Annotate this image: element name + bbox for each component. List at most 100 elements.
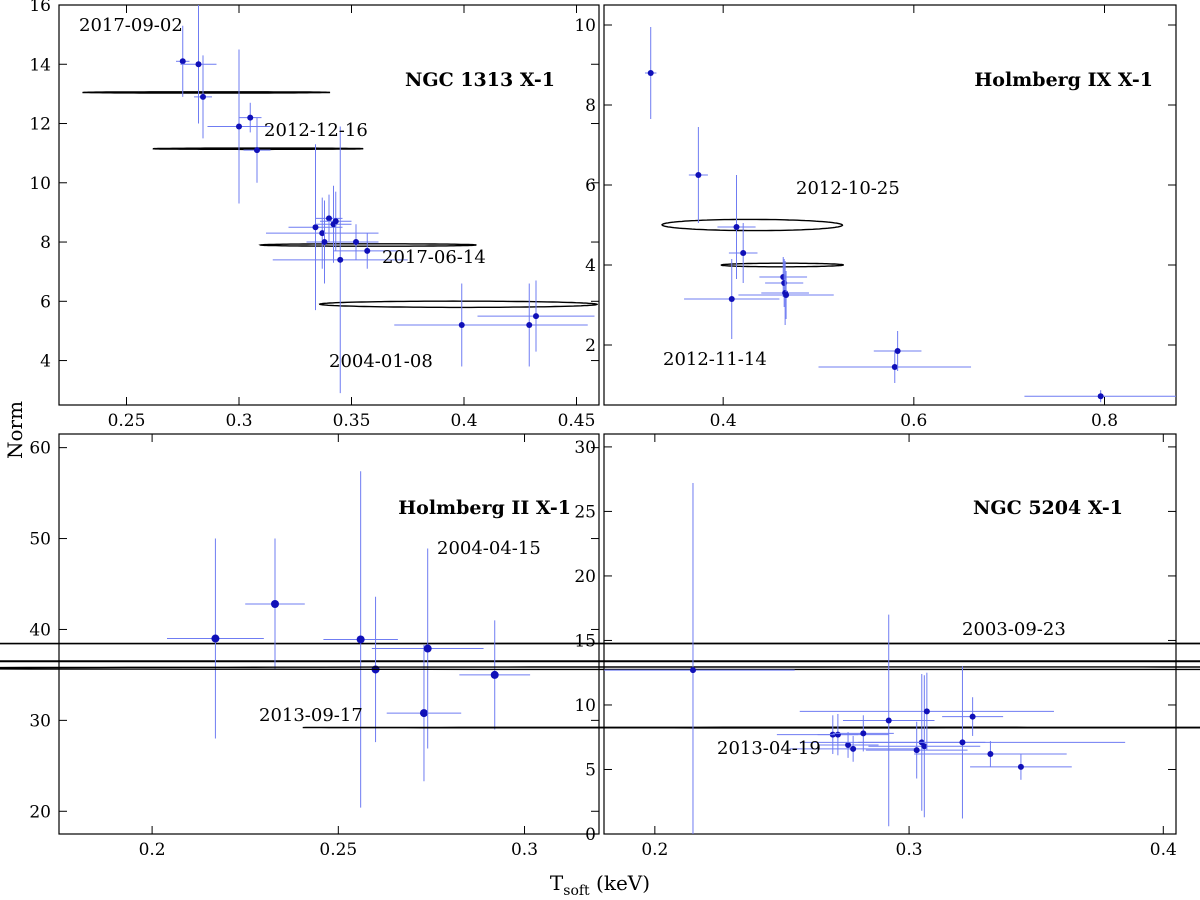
y-tick-label: 30 xyxy=(29,711,51,731)
panel-ngc5204: 0.2 0.3 0.4 0 5 10 15 20 25 30 NGC 5204 X-1 2003-… xyxy=(0,433,1200,860)
y-tick-label: 2 xyxy=(585,336,596,356)
annotation-date: 2012-12-16 xyxy=(264,120,368,141)
confidence-contour xyxy=(0,666,1200,671)
data-point xyxy=(247,114,254,121)
data-point xyxy=(913,747,920,754)
x-tick-label: 0.8 xyxy=(1091,411,1118,431)
data-point xyxy=(200,93,206,100)
x-tick-label: 0.25 xyxy=(108,411,146,431)
y-tick-label: 14 xyxy=(29,55,51,75)
y-tick-label: 5 xyxy=(585,760,596,780)
data-point xyxy=(319,230,326,237)
data-point xyxy=(959,739,966,746)
data-point xyxy=(337,256,344,263)
data-point xyxy=(490,670,499,679)
annotation-date: 2017-09-02 xyxy=(79,15,183,36)
data-point xyxy=(211,634,220,643)
x-tick-label: 0.4 xyxy=(710,411,737,431)
panel-ngc1313: 0.25 0.3 0.35 0.4 0.45 4 6 8 10 12 14 16 NGC 1313 X… xyxy=(29,0,600,431)
ticks-layer: 0.25 0.3 0.35 0.4 0.45 4 6 8 10 12 14 16 xyxy=(29,0,599,431)
contours-layer xyxy=(0,666,1200,729)
panel-holmberg-ix: 0.4 0.6 0.8 2 4 6 8 10 Holmberg IX X-1 2012-10-… xyxy=(574,4,1177,431)
annotation-date: 2012-10-25 xyxy=(796,178,900,199)
panel-title: NGC 5204 X-1 xyxy=(973,497,1123,519)
data-point xyxy=(271,600,279,608)
data-point xyxy=(312,224,319,231)
ticks-layer: 0.4 0.6 0.8 2 4 6 8 10 xyxy=(574,5,1176,431)
data-point xyxy=(1097,393,1104,400)
points-layer xyxy=(167,471,531,808)
panel-title: Holmberg II X-1 xyxy=(398,497,571,519)
x-tick-label: 0.3 xyxy=(511,840,538,860)
data-point xyxy=(894,348,901,354)
confidence-contour xyxy=(82,91,331,94)
data-point xyxy=(254,147,260,154)
data-point xyxy=(885,717,892,724)
data-point xyxy=(1017,763,1024,770)
data-point xyxy=(647,70,654,76)
annotation-date: 2013-09-17 xyxy=(259,705,363,726)
data-point xyxy=(891,364,898,370)
y-tick-label: 4 xyxy=(40,352,51,372)
data-point xyxy=(921,743,928,750)
data-point xyxy=(326,215,332,222)
panel-title: Holmberg IX X-1 xyxy=(974,69,1153,91)
points-layer xyxy=(644,27,1176,403)
y-tick-label: 12 xyxy=(29,115,51,135)
data-point xyxy=(356,635,365,644)
x-tick-label: 0.2 xyxy=(139,840,166,860)
contours-layer xyxy=(661,218,844,268)
y-tick-label: 4 xyxy=(585,256,596,276)
data-point xyxy=(740,250,747,256)
confidence-contour xyxy=(258,243,477,247)
data-point xyxy=(419,709,428,718)
x-axis-label-main: T xyxy=(550,871,564,895)
data-point xyxy=(195,61,202,68)
y-tick-label: 20 xyxy=(29,802,51,822)
x-tick-label: 0.45 xyxy=(558,411,596,431)
ticks-layer: 0.2 0.3 0.4 0 5 10 15 20 25 30 xyxy=(574,434,1177,860)
data-point xyxy=(733,224,740,230)
x-tick-label: 0.3 xyxy=(896,840,923,860)
y-tick-label: 6 xyxy=(585,176,596,196)
annotation-date: 2004-04-15 xyxy=(437,538,541,559)
annotation-date: 2004-01-08 xyxy=(329,351,433,372)
y-tick-label: 20 xyxy=(574,567,596,587)
y-tick-label: 8 xyxy=(585,96,596,116)
confidence-contour xyxy=(302,726,1200,729)
data-point xyxy=(236,123,242,130)
data-point xyxy=(332,218,339,225)
y-tick-label: 25 xyxy=(574,502,596,522)
y-tick-label: 40 xyxy=(29,620,51,640)
data-point xyxy=(923,708,930,715)
data-point xyxy=(364,247,371,254)
data-point xyxy=(845,741,852,748)
confidence-contour xyxy=(720,262,844,268)
x-tick-label: 0.4 xyxy=(450,411,477,431)
y-tick-label: 8 xyxy=(40,233,51,253)
data-point xyxy=(526,322,533,328)
confidence-contour xyxy=(0,660,1200,663)
data-point xyxy=(423,644,432,653)
data-point xyxy=(860,730,867,737)
data-point xyxy=(728,296,735,302)
y-tick-label: 60 xyxy=(29,439,51,459)
data-point xyxy=(987,751,994,757)
confidence-contour xyxy=(661,218,844,232)
y-tick-label: 30 xyxy=(574,438,596,458)
y-tick-label: 50 xyxy=(29,530,51,550)
x-tick-label: 0.3 xyxy=(225,411,252,431)
data-point xyxy=(850,745,857,752)
annotation-date: 2012-11-14 xyxy=(663,349,767,370)
y-tick-label: 0 xyxy=(585,825,596,845)
x-axis-label: Tsoft (keV) xyxy=(550,871,650,899)
data-point xyxy=(353,239,359,246)
data-point xyxy=(179,58,186,65)
data-point xyxy=(783,292,790,298)
contours-layer xyxy=(0,642,1200,663)
y-tick-label: 15 xyxy=(574,631,596,651)
annotation-date: 2013-04-19 xyxy=(717,738,821,759)
